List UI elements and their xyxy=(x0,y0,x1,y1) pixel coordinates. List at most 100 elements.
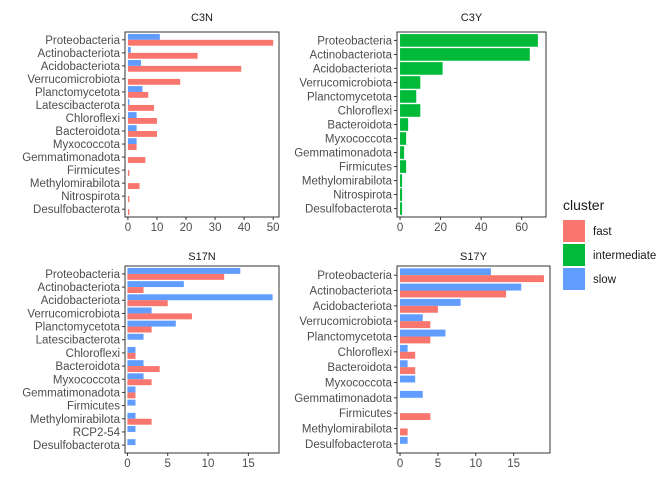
bar-C3Y-intermediate-Gemmatimonadota xyxy=(400,146,405,159)
x-tick-label-C3Y-20: 20 xyxy=(434,222,447,234)
bar-C3Y-intermediate-Planctomycetota xyxy=(400,90,417,103)
bar-S17Y-fast-Planctomycetota xyxy=(400,336,431,344)
bar-S17Y-fast-Verrucomicrobiota xyxy=(400,321,431,329)
bar-S17Y-fast-Actinobacteriota xyxy=(400,290,507,298)
bar-S17N-slow-Firmicutes xyxy=(127,399,136,406)
x-tick-label-S17N-5: 5 xyxy=(165,458,171,470)
x-tick-label-C3Y-60: 60 xyxy=(515,222,528,234)
y-tick-label-S17N-Firmicutes: Firmicutes xyxy=(67,401,120,413)
bar-C3Y-intermediate-Chloroflexi xyxy=(400,104,421,117)
bar-S17N-slow-Bacteroidota xyxy=(127,360,144,367)
bar-S17N-slow-Methylomirabilota xyxy=(127,412,136,419)
y-tick-label-C3Y-Bacteroidota: Bacteroidota xyxy=(327,120,392,132)
y-tick-label-C3Y-Methylomirabilota: Methylomirabilota xyxy=(302,176,393,188)
y-tick-label-C3N-Desulfobacterota: Desulfobacterota xyxy=(33,204,121,216)
bar-S17N-fast-Acidobacteriota xyxy=(127,300,168,307)
x-tick-label-C3N-20: 20 xyxy=(180,222,193,234)
bar-C3Y-intermediate-Acidobacteriota xyxy=(400,62,443,75)
y-tick-label-C3Y-Firmicutes: Firmicutes xyxy=(339,162,392,174)
bar-C3N-fast-Planctomycetota xyxy=(127,91,149,98)
bar-S17Y-slow-Actinobacteriota xyxy=(400,283,522,291)
bar-S17N-slow-RCP2-54 xyxy=(127,426,136,432)
y-tick-label-S17Y-Proteobacteria: Proteobacteria xyxy=(317,270,392,282)
x-tick-label-S17N-15: 15 xyxy=(242,458,255,470)
y-tick-label-C3N-Gemmatimonadota: Gemmatimonadota xyxy=(22,152,120,164)
y-tick-label-C3N-Actinobacteriota: Actinobacteriota xyxy=(38,48,121,60)
bar-S17N-fast-Planctomycetota xyxy=(127,326,152,333)
y-tick-label-C3N-Firmicutes: Firmicutes xyxy=(67,165,120,177)
y-tick-label-C3Y-Desulfobacterota: Desulfobacterota xyxy=(305,204,393,216)
y-tick-label-S17N-Latescibacterota: Latescibacterota xyxy=(36,335,121,347)
bar-C3N-fast-Nitrospirota xyxy=(127,196,130,203)
y-tick-label-C3Y-Acidobacteriota: Acidobacteriota xyxy=(313,63,393,75)
bar-S17Y-fast-Acidobacteriota xyxy=(400,305,438,313)
panel-title-C3Y: C3Y xyxy=(461,12,483,24)
bar-C3N-fast-Acidobacteriota xyxy=(127,65,242,72)
bar-C3N-fast-Bacteroidota xyxy=(127,131,157,137)
bar-C3Y-intermediate-Verrucomicrobiota xyxy=(400,76,421,89)
bar-S17N-fast-Verrucomicrobiota xyxy=(127,313,192,320)
legend-title: cluster xyxy=(563,197,605,213)
legend-swatch-intermediate xyxy=(563,244,585,266)
bar-C3N-slow-Proteobacteria xyxy=(127,33,160,40)
bar-C3Y-intermediate-Nitrospirota xyxy=(400,188,403,201)
bar-S17Y-slow-Gemmatimonadota xyxy=(400,390,423,398)
x-tick-label-C3N-50: 50 xyxy=(267,222,280,234)
y-tick-label-C3N-Verrucomicrobiota: Verrucomicrobiota xyxy=(27,74,120,86)
y-tick-label-S17N-Acidobacteriota: Acidobacteriota xyxy=(41,295,121,307)
y-tick-label-C3Y-Chloroflexi: Chloroflexi xyxy=(338,105,392,117)
y-tick-label-C3N-Nitrospirota: Nitrospirota xyxy=(61,191,120,203)
y-tick-label-S17Y-Myxococcota: Myxococcota xyxy=(325,377,393,389)
panel-border-C3N xyxy=(124,31,280,218)
bar-C3N-fast-Gemmatimonadota xyxy=(127,157,146,163)
x-tick-label-C3N-10: 10 xyxy=(151,222,164,234)
legend-label-intermediate: intermediate xyxy=(593,250,656,262)
bar-S17N-slow-Myxococcota xyxy=(127,373,144,380)
y-tick-label-S17N-Desulfobacterota: Desulfobacterota xyxy=(33,440,121,452)
bar-S17Y-slow-Planctomycetota xyxy=(400,329,446,337)
bar-C3N-slow-Acidobacteriota xyxy=(127,60,141,66)
bar-C3N-fast-Methylomirabilota xyxy=(127,183,140,189)
legend-label-fast: fast xyxy=(593,226,612,238)
bar-C3Y-intermediate-Myxococcota xyxy=(400,132,407,145)
y-tick-label-C3Y-Verrucomicrobiota: Verrucomicrobiota xyxy=(299,77,392,89)
y-tick-label-S17N-Verrucomicrobiota: Verrucomicrobiota xyxy=(27,308,120,320)
bar-C3N-fast-Myxococcota xyxy=(127,144,137,150)
bar-S17Y-slow-Acidobacteriota xyxy=(400,298,461,306)
bar-C3Y-intermediate-Methylomirabilota xyxy=(400,174,403,187)
bar-C3N-fast-Actinobacteriota xyxy=(127,52,198,59)
y-tick-label-C3Y-Gemmatimonadota: Gemmatimonadota xyxy=(294,148,392,160)
bar-S17Y-fast-Proteobacteria xyxy=(400,275,544,283)
bar-S17N-slow-Gemmatimonadota xyxy=(127,386,136,393)
legend-label-slow: slow xyxy=(593,274,617,286)
y-tick-label-S17Y-Desulfobacterota: Desulfobacterota xyxy=(305,439,393,451)
bar-C3N-slow-Actinobacteriota xyxy=(127,46,131,53)
bar-S17N-fast-Chloroflexi xyxy=(127,352,136,359)
bar-S17Y-slow-Desulfobacterota xyxy=(400,436,408,444)
bar-S17N-fast-Myxococcota xyxy=(127,379,152,386)
y-tick-label-S17Y-Chloroflexi: Chloroflexi xyxy=(338,347,392,359)
bar-C3Y-intermediate-Firmicutes xyxy=(400,160,407,173)
y-tick-label-C3Y-Nitrospirota: Nitrospirota xyxy=(333,190,392,202)
bar-C3Y-intermediate-Desulfobacterota xyxy=(400,202,403,215)
y-tick-label-S17N-Actinobacteriota: Actinobacteriota xyxy=(38,282,121,294)
y-tick-label-C3N-Chloroflexi: Chloroflexi xyxy=(66,113,120,125)
y-tick-label-C3N-Methylomirabilota: Methylomirabilota xyxy=(30,178,121,190)
bar-S17Y-fast-Chloroflexi xyxy=(400,351,416,359)
y-tick-label-S17Y-Planctomycetota: Planctomycetota xyxy=(307,332,393,344)
y-tick-label-C3N-Proteobacteria: Proteobacteria xyxy=(45,35,120,47)
bar-S17N-slow-Planctomycetota xyxy=(127,320,176,327)
panel-border-S17N xyxy=(124,265,280,454)
bar-C3N-slow-Chloroflexi xyxy=(127,112,137,118)
bar-S17N-slow-Verrucomicrobiota xyxy=(127,307,152,314)
x-tick-label-C3N-30: 30 xyxy=(209,222,222,234)
bar-S17Y-slow-Bacteroidota xyxy=(400,360,408,368)
y-tick-label-C3Y-Actinobacteriota: Actinobacteriota xyxy=(310,49,393,61)
bar-S17N-fast-Methylomirabilota xyxy=(127,418,152,425)
panel-border-S17Y xyxy=(396,265,551,454)
bar-S17Y-fast-Methylomirabilota xyxy=(400,428,408,436)
x-tick-label-C3N-0: 0 xyxy=(125,222,131,234)
bar-S17N-fast-Gemmatimonadota xyxy=(127,392,136,399)
